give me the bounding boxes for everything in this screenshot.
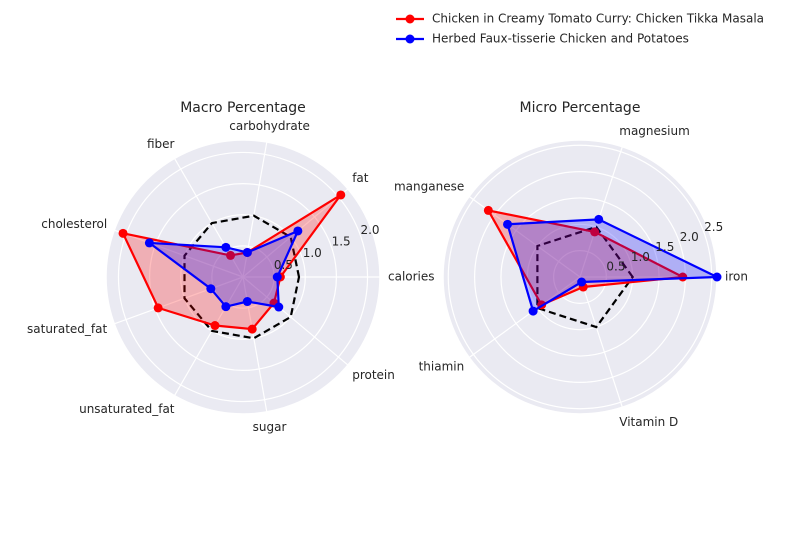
radial-tick-label: 1.0: [631, 250, 650, 264]
data-point-1-sugar: [247, 324, 257, 334]
radial-tick-label: 2.0: [680, 230, 699, 244]
radial-tick-label: 1.5: [332, 235, 351, 249]
spoke-Vitamin D: [579, 276, 623, 408]
data-point-2-thiamin: [528, 306, 538, 316]
spoke-unsaturated_fat: [173, 276, 244, 396]
series-line-2: [506, 218, 718, 313]
legend-entry-1: Chicken in Creamy Tomato Curry: Chicken …: [396, 12, 764, 26]
data-point-2-sugar: [242, 297, 252, 307]
data-point-2-calories: [272, 272, 282, 282]
data-point-2-carbohydrate: [242, 247, 252, 257]
series-line-2: [145, 228, 301, 309]
data-point-1-magnesium: [590, 227, 600, 237]
axis-label-protein: protein: [352, 368, 395, 382]
radial-tick-label: 0.5: [274, 258, 293, 272]
series-fill-2: [507, 219, 717, 312]
data-point-2-magnesium: [594, 214, 604, 224]
radial-tick-label: 2.5: [704, 220, 723, 234]
radial-tick-label: 1.0: [303, 246, 322, 260]
axis-label-thiamin: thiamin: [419, 359, 465, 373]
data-point-2-fiber: [221, 242, 231, 252]
spoke-saturated_fat: [114, 276, 244, 325]
chart-title: Macro Percentage: [180, 100, 306, 116]
axis-label-Vitamin D: Vitamin D: [619, 415, 678, 429]
radar-chart-2: 0.5 1.0 1.5 2.0 2.5 iron magnesium manganese thi…: [394, 100, 748, 429]
legend-label: Herbed Faux-tisserie Chicken and Potatoe…: [432, 32, 689, 46]
data-point-2-unsaturated_fat: [221, 302, 231, 312]
reference-polygon: [183, 214, 301, 340]
axis-label-unsaturated_fat: unsaturated_fat: [79, 402, 175, 416]
data-point-2-manganese: [503, 219, 513, 229]
radial-tick-label: 2.0: [360, 223, 379, 237]
legend-marker: [405, 14, 415, 24]
spoke-protein: [242, 276, 349, 366]
legend-label: Chicken in Creamy Tomato Curry: Chicken …: [432, 12, 764, 26]
radial-tick-label: 1.5: [655, 240, 674, 254]
data-point-2-Vitamin D: [577, 277, 587, 287]
legend-marker: [405, 34, 415, 44]
axis-label-magnesium: magnesium: [619, 124, 690, 138]
data-point-1-manganese: [483, 205, 493, 215]
axis-label-fat: fat: [352, 171, 369, 185]
axis-label-cholesterol: cholesterol: [41, 217, 107, 231]
spoke-thiamin: [468, 276, 581, 359]
series-line-1: [121, 193, 342, 331]
data-point-1-cholesterol: [118, 228, 128, 238]
spoke-cholesterol: [114, 229, 244, 278]
data-point-1-fiber: [226, 250, 236, 260]
series-line-1: [486, 208, 687, 307]
data-point-2-iron: [712, 272, 722, 282]
axis-label-carbohydrate: carbohydrate: [229, 119, 310, 133]
axis-label-calories: calories: [388, 270, 435, 284]
data-point-1-saturated_fat: [153, 303, 163, 313]
spoke-magnesium: [579, 146, 623, 278]
axis-label-iron: iron: [725, 270, 748, 284]
chart-title: Micro Percentage: [520, 100, 641, 116]
reference-polygon: [536, 225, 635, 329]
legend-entry-2: Herbed Faux-tisserie Chicken and Potatoe…: [396, 32, 689, 46]
data-point-1-fat: [336, 190, 346, 200]
data-point-1-unsaturated_fat: [210, 321, 220, 331]
data-point-2-protein: [274, 302, 284, 312]
axis-label-sugar: sugar: [253, 420, 287, 434]
axis-label-manganese: manganese: [394, 180, 464, 194]
data-point-2-cholesterol: [144, 238, 154, 248]
axis-label-fiber: fiber: [147, 137, 175, 151]
data-point-2-fat: [293, 226, 303, 236]
radar-chart-1: 0.5 1.0 1.5 2.0 calories fat carbohydrate fiber…: [27, 100, 435, 434]
data-point-2-saturated_fat: [206, 284, 216, 294]
series-fill-2: [149, 231, 298, 307]
radial-tick-label: 0.5: [606, 260, 625, 274]
axis-label-saturated_fat: saturated_fat: [27, 322, 107, 336]
legend: Chicken in Creamy Tomato Curry: Chicken …: [396, 12, 764, 46]
